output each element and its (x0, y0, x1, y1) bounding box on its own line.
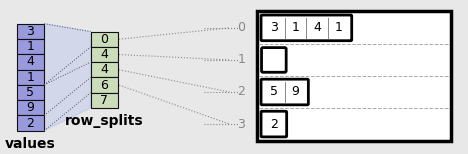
Text: 0: 0 (237, 21, 245, 34)
FancyBboxPatch shape (17, 24, 44, 39)
Text: 9: 9 (292, 85, 300, 99)
FancyBboxPatch shape (261, 111, 287, 137)
Text: 2: 2 (270, 118, 278, 131)
FancyBboxPatch shape (90, 77, 118, 93)
FancyBboxPatch shape (90, 62, 118, 77)
Text: 4: 4 (27, 55, 34, 68)
FancyBboxPatch shape (17, 85, 44, 100)
Text: 1: 1 (237, 53, 245, 66)
Text: 4: 4 (101, 48, 108, 61)
FancyBboxPatch shape (90, 47, 118, 62)
Text: 2: 2 (237, 85, 245, 99)
Text: 5: 5 (270, 85, 278, 99)
Polygon shape (44, 24, 90, 131)
FancyBboxPatch shape (17, 39, 44, 54)
FancyBboxPatch shape (17, 70, 44, 85)
FancyBboxPatch shape (17, 54, 44, 70)
Text: 7: 7 (100, 94, 108, 107)
Text: 1: 1 (335, 21, 343, 34)
Text: 3: 3 (27, 25, 34, 38)
Text: row_splits: row_splits (65, 114, 144, 128)
Text: 3: 3 (237, 118, 245, 131)
FancyBboxPatch shape (90, 93, 118, 108)
Text: 1: 1 (292, 21, 300, 34)
FancyBboxPatch shape (17, 116, 44, 131)
Text: 9: 9 (27, 101, 34, 114)
FancyBboxPatch shape (90, 32, 118, 47)
Text: 5: 5 (26, 86, 35, 99)
Text: 2: 2 (27, 117, 34, 130)
FancyBboxPatch shape (257, 11, 451, 141)
Text: values: values (5, 137, 56, 151)
Text: 4: 4 (313, 21, 321, 34)
Text: 6: 6 (101, 79, 108, 92)
Text: 1: 1 (27, 71, 34, 84)
FancyBboxPatch shape (261, 79, 308, 105)
Text: 1: 1 (27, 40, 34, 53)
FancyBboxPatch shape (261, 15, 352, 41)
Text: 3: 3 (270, 21, 278, 34)
FancyBboxPatch shape (17, 100, 44, 116)
Text: 0: 0 (100, 33, 108, 46)
Text: 4: 4 (101, 63, 108, 76)
FancyBboxPatch shape (262, 48, 286, 72)
